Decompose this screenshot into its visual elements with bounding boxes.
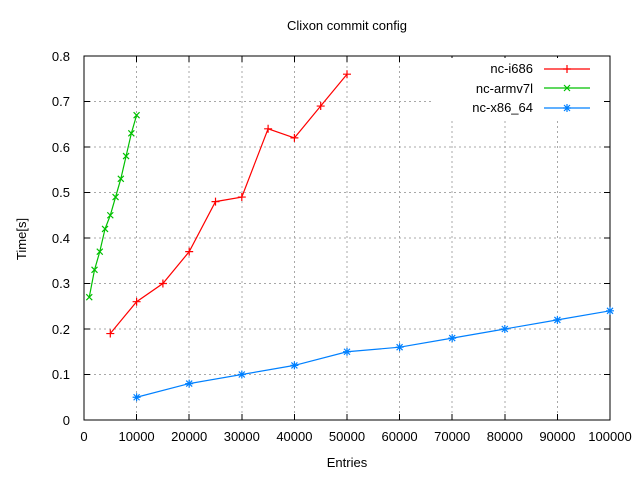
data-point-nc-x86_64 [606,306,614,315]
legend-label-nc-armv7l: nc-armv7l [475,80,533,96]
x-tick-label: 100000 [588,429,632,444]
chart-title: Clixon commit config [287,18,407,33]
data-point-nc-armv7l [127,129,135,137]
x-tick-label: 40000 [276,429,313,444]
y-tick-label: 0.2 [51,321,70,337]
data-point-nc-i686 [132,297,141,306]
data-point-nc-armv7l [91,266,98,274]
plot-border [83,55,611,421]
y-tick-label: 0.4 [51,230,70,246]
legend-sample-nc-x86_64 [544,103,590,112]
x-tick-label: 70000 [434,429,471,444]
y-tick-label: 0.5 [51,185,70,200]
y-tick-label: 0.1 [51,367,70,382]
x-tick-label: 30000 [223,429,260,444]
y-tick-label: 0.7 [51,94,70,109]
data-point-nc-i686 [185,247,194,256]
x-tick-label: 0 [80,429,88,444]
legend-sample-nc-armv7l [544,84,590,92]
data-point-nc-i686 [264,124,273,133]
data-point-nc-i686 [290,133,299,142]
data-point-nc-x86_64 [448,334,457,343]
data-point-nc-x86_64 [395,343,404,352]
x-tick-label: 60000 [381,429,418,444]
legend-sample-nc-i686 [544,64,590,73]
y-tick-label: 0.8 [51,48,70,64]
data-point-nc-i686 [106,329,115,338]
data-point-nc-armv7l [101,225,109,233]
legend-row-nc-i686: nc-i686 [432,59,604,79]
data-point-nc-armv7l [106,211,114,219]
legend-label-nc-i686: nc-i686 [490,61,533,77]
x-tick-label: 20000 [171,429,208,444]
data-point-nc-x86_64 [343,347,351,356]
legend-label-nc-x86_64: nc-x86_64 [472,100,533,116]
legend-row-nc-armv7l: nc-armv7l [432,79,604,99]
legend-row-nc-x86_64: nc-x86_64 [432,98,604,118]
data-point-nc-i686 [343,70,351,79]
x-tick-label: 80000 [486,429,523,444]
legend: nc-i686 nc-armv7l nc-x86_64 [432,58,604,118]
data-point-nc-i686 [237,193,246,202]
y-tick-label: 0.3 [51,276,70,291]
data-point-nc-x86_64 [500,325,509,333]
data-point-nc-armv7l [85,293,93,301]
data-point-nc-armv7l [112,193,119,201]
x-tick-label: 90000 [539,429,576,444]
series-line-nc-x86_64 [136,310,611,398]
data-point-nc-x86_64 [553,315,562,324]
data-point-nc-x86_64 [237,370,246,379]
series-line-nc-i686 [109,73,348,334]
data-point-nc-armv7l [133,111,141,119]
series-line-nc-armv7l [88,114,138,298]
data-point-nc-x86_64 [132,393,141,402]
y-tick-label: 0 [62,412,70,428]
data-point-nc-armv7l [117,175,125,183]
legend-sample-marker-cross [563,84,571,92]
x-axis-label: Entries [326,455,368,470]
x-tick-label: 10000 [118,429,155,444]
data-point-nc-armv7l [96,248,104,256]
data-point-nc-i686 [211,197,220,206]
data-point-nc-armv7l [122,152,130,160]
data-point-nc-x86_64 [185,379,194,388]
data-point-nc-x86_64 [290,361,299,370]
y-tick-label: 0.6 [51,139,70,155]
legend-sample-marker-plus [563,64,571,73]
x-tick-label: 50000 [328,429,366,444]
data-point-nc-i686 [316,102,325,111]
data-point-nc-i686 [158,279,167,288]
legend-sample-marker-asterisk [563,103,571,112]
